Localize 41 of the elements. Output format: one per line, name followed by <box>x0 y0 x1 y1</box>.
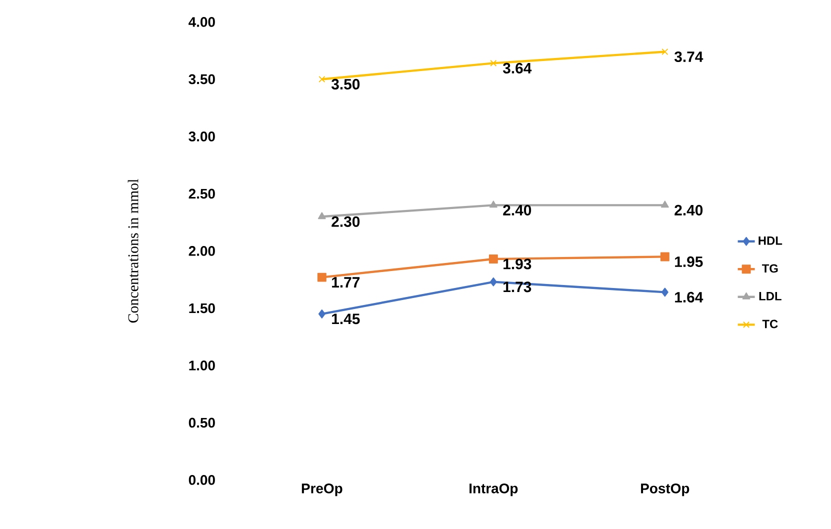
data-label: 1.45 <box>332 314 360 324</box>
data-label: 2.40 <box>674 204 703 216</box>
data-label: 3.64 <box>502 62 532 74</box>
y-tick-label: 2.00 <box>188 246 215 256</box>
point <box>660 200 669 208</box>
data-label: 2.30 <box>332 216 360 227</box>
data-label: 1.95 <box>675 256 703 267</box>
y-tick-label: 1.50 <box>189 303 215 314</box>
legend-label: LDL <box>759 292 782 300</box>
x-tick-label: IntraOp <box>470 483 518 496</box>
data-label: 1.77 <box>332 277 360 288</box>
data-label: 3.50 <box>331 78 360 90</box>
point <box>662 48 668 56</box>
y-tick-label: 0.00 <box>188 475 215 485</box>
data-label: 1.93 <box>504 258 532 270</box>
point <box>489 200 498 208</box>
point <box>660 252 670 262</box>
point <box>318 76 326 83</box>
y-tick-label: 0.50 <box>188 418 215 428</box>
point <box>488 254 498 264</box>
data-label: 1.73 <box>504 282 532 292</box>
point <box>317 272 326 282</box>
data-label: 3.74 <box>674 51 704 62</box>
point <box>490 277 497 286</box>
point <box>318 309 326 318</box>
y-tick-label: 3.00 <box>188 132 215 142</box>
y-tick-label: 1.00 <box>189 360 215 370</box>
legend-label: HDL <box>758 236 782 245</box>
data-label: 2.40 <box>503 204 532 216</box>
x-tick-label: PostOp <box>641 483 690 496</box>
point <box>318 212 326 220</box>
data-label: 1.64 <box>675 292 704 302</box>
x-tick-label: PreOp <box>302 483 342 496</box>
y-tick-label: 2.50 <box>188 188 215 199</box>
legend-label: TG <box>762 264 778 273</box>
y-axis-title: Concentrations in mmol <box>128 179 138 323</box>
point <box>490 60 497 67</box>
y-tick-label: 3.50 <box>188 74 215 84</box>
y-tick-label: 4.00 <box>188 17 215 27</box>
point <box>661 288 668 297</box>
legend-label: TC <box>762 320 778 328</box>
